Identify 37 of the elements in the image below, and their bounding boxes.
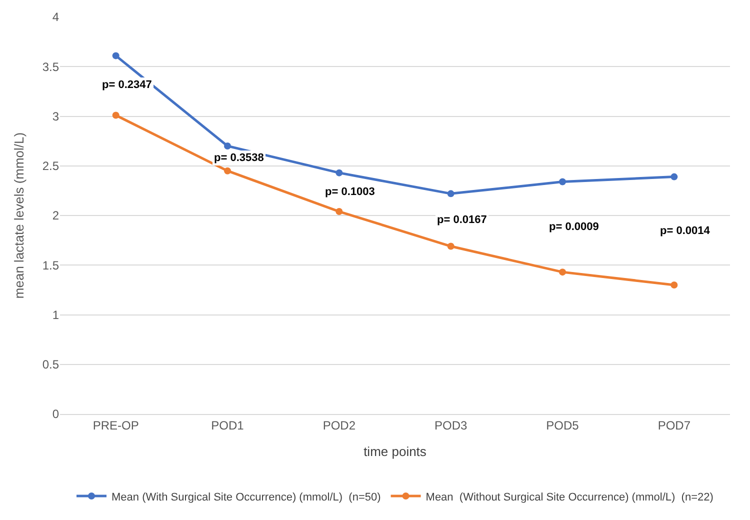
x-tick-label: POD1 xyxy=(211,418,244,432)
y-tick-label: 3.5 xyxy=(42,60,60,74)
point xyxy=(559,178,566,186)
point xyxy=(447,190,454,198)
y-tick-label: 4 xyxy=(52,10,60,24)
annotation: p= 0.2347 xyxy=(102,79,152,91)
y-tick-label: 1.5 xyxy=(42,258,60,272)
y-tick-label: 2.5 xyxy=(42,159,60,174)
point xyxy=(559,268,566,276)
y-tick-label: 1 xyxy=(52,308,60,322)
point xyxy=(670,281,678,288)
x-tick-label: POD2 xyxy=(322,418,356,432)
point xyxy=(336,208,343,216)
point xyxy=(112,112,120,119)
legend-label: Mean (With Surgical Site Occurrence) (mmol/L) (n=50) xyxy=(112,491,381,504)
x-axis-title: time points xyxy=(364,444,427,459)
y-tick-label: 0.5 xyxy=(42,358,60,372)
point xyxy=(336,169,343,176)
x-tick-label: PRE-OP xyxy=(92,418,139,432)
y-tick-label: 2 xyxy=(52,208,60,223)
point xyxy=(447,242,454,250)
annotation: p= 0.0014 xyxy=(660,225,711,237)
y-tick-label: 3 xyxy=(52,109,60,124)
x-tick-label: POD7 xyxy=(658,418,691,432)
point xyxy=(224,167,231,174)
annotation: p= 0.1003 xyxy=(325,186,375,198)
x-tick-label: POD5 xyxy=(546,418,580,432)
point xyxy=(112,52,120,60)
point xyxy=(670,173,678,180)
legend-label: Mean (Without Surgical Site Occurrence) (mmol/L) (n=22) xyxy=(426,491,714,504)
point xyxy=(224,142,231,150)
annotation: p= 0.0167 xyxy=(437,214,487,226)
x-tick-label: POD3 xyxy=(434,418,468,432)
annotation: p= 0.0009 xyxy=(549,221,599,233)
y-tick-label: 0 xyxy=(52,407,60,422)
y-axis-title: mean lactate levels (mmol/L) xyxy=(11,132,26,299)
annotation: p= 0.3538 xyxy=(214,152,264,164)
